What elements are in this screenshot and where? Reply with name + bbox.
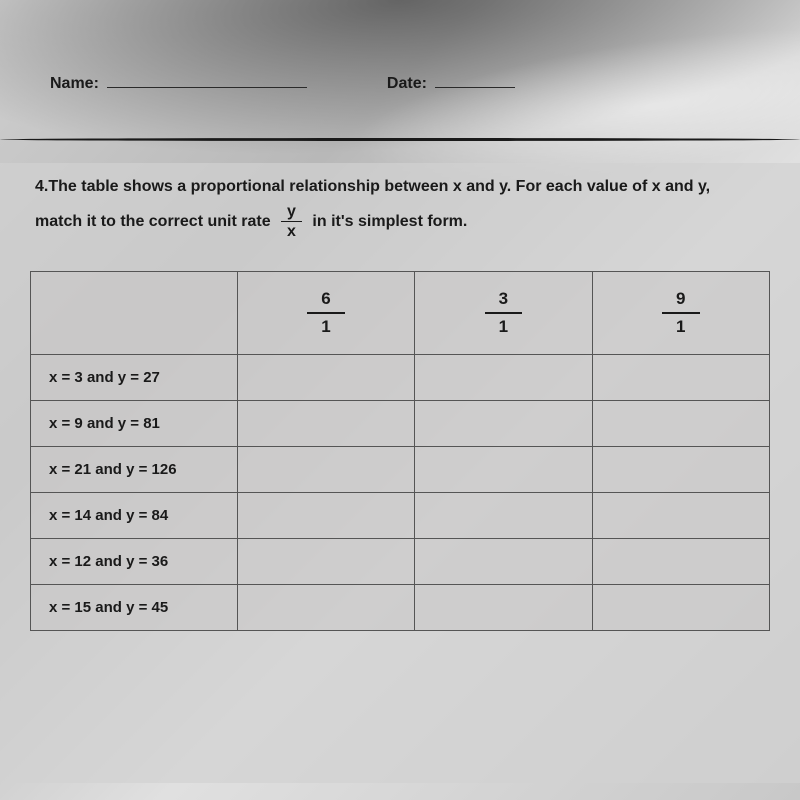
answer-cell[interactable] [415, 539, 592, 585]
question-part1: The table shows a proportional relations… [48, 178, 710, 195]
answer-cell[interactable] [592, 447, 769, 493]
answer-cell[interactable] [592, 493, 769, 539]
table-header-col3: 9 1 [592, 272, 769, 355]
worksheet-content: 4.The table shows a proportional relatio… [0, 163, 800, 783]
answer-cell[interactable] [237, 355, 414, 401]
row-label-4: x = 14 and y = 84 [31, 493, 238, 539]
answer-cell[interactable] [237, 401, 414, 447]
proportional-table: 6 1 3 1 9 1 x = 3 and y = 27 [30, 271, 770, 631]
table-header-empty [31, 272, 238, 355]
table-header-col2: 3 1 [415, 272, 592, 355]
table-row: x = 21 and y = 126 [31, 447, 770, 493]
name-input-line[interactable] [107, 87, 307, 88]
name-field: Name: [50, 75, 307, 93]
fraction-denominator: x [281, 222, 302, 241]
table-row: x = 15 and y = 45 [31, 585, 770, 631]
answer-cell[interactable] [592, 355, 769, 401]
table-header-col1: 6 1 [237, 272, 414, 355]
answer-cell[interactable] [237, 585, 414, 631]
answer-cell[interactable] [592, 585, 769, 631]
unit-rate-fraction: y x [281, 202, 302, 241]
table-header-row: 6 1 3 1 9 1 [31, 272, 770, 355]
table-row: x = 12 and y = 36 [31, 539, 770, 585]
worksheet-header: Name: Date: [0, 0, 800, 113]
name-date-row: Name: Date: [50, 75, 750, 93]
answer-cell[interactable] [237, 447, 414, 493]
row-label-3: x = 21 and y = 126 [31, 447, 238, 493]
question-number: 4. [35, 178, 48, 195]
row-label-2: x = 9 and y = 81 [31, 401, 238, 447]
answer-cell[interactable] [415, 447, 592, 493]
fraction-numerator: y [281, 202, 302, 222]
answer-cell[interactable] [592, 539, 769, 585]
question-part3: in it's simplest form. [312, 213, 467, 230]
row-label-5: x = 12 and y = 36 [31, 539, 238, 585]
fraction-header-1: 6 1 [307, 286, 344, 340]
question-text: 4.The table shows a proportional relatio… [15, 163, 785, 251]
table-row: x = 14 and y = 84 [31, 493, 770, 539]
fraction-header-2: 3 1 [485, 286, 522, 340]
answer-cell[interactable] [415, 493, 592, 539]
row-label-6: x = 15 and y = 45 [31, 585, 238, 631]
answer-cell[interactable] [415, 355, 592, 401]
divider-swoosh [0, 123, 800, 153]
date-label: Date: [387, 75, 427, 93]
name-label: Name: [50, 75, 99, 93]
date-field: Date: [387, 75, 515, 93]
answer-cell[interactable] [592, 401, 769, 447]
answer-cell[interactable] [415, 585, 592, 631]
fraction-header-3: 9 1 [662, 286, 699, 340]
answer-cell[interactable] [237, 493, 414, 539]
row-label-1: x = 3 and y = 27 [31, 355, 238, 401]
table-row: x = 3 and y = 27 [31, 355, 770, 401]
table-row: x = 9 and y = 81 [31, 401, 770, 447]
answer-cell[interactable] [415, 401, 592, 447]
answer-cell[interactable] [237, 539, 414, 585]
date-input-line[interactable] [435, 87, 515, 88]
question-part2: match it to the correct unit rate [35, 213, 271, 230]
